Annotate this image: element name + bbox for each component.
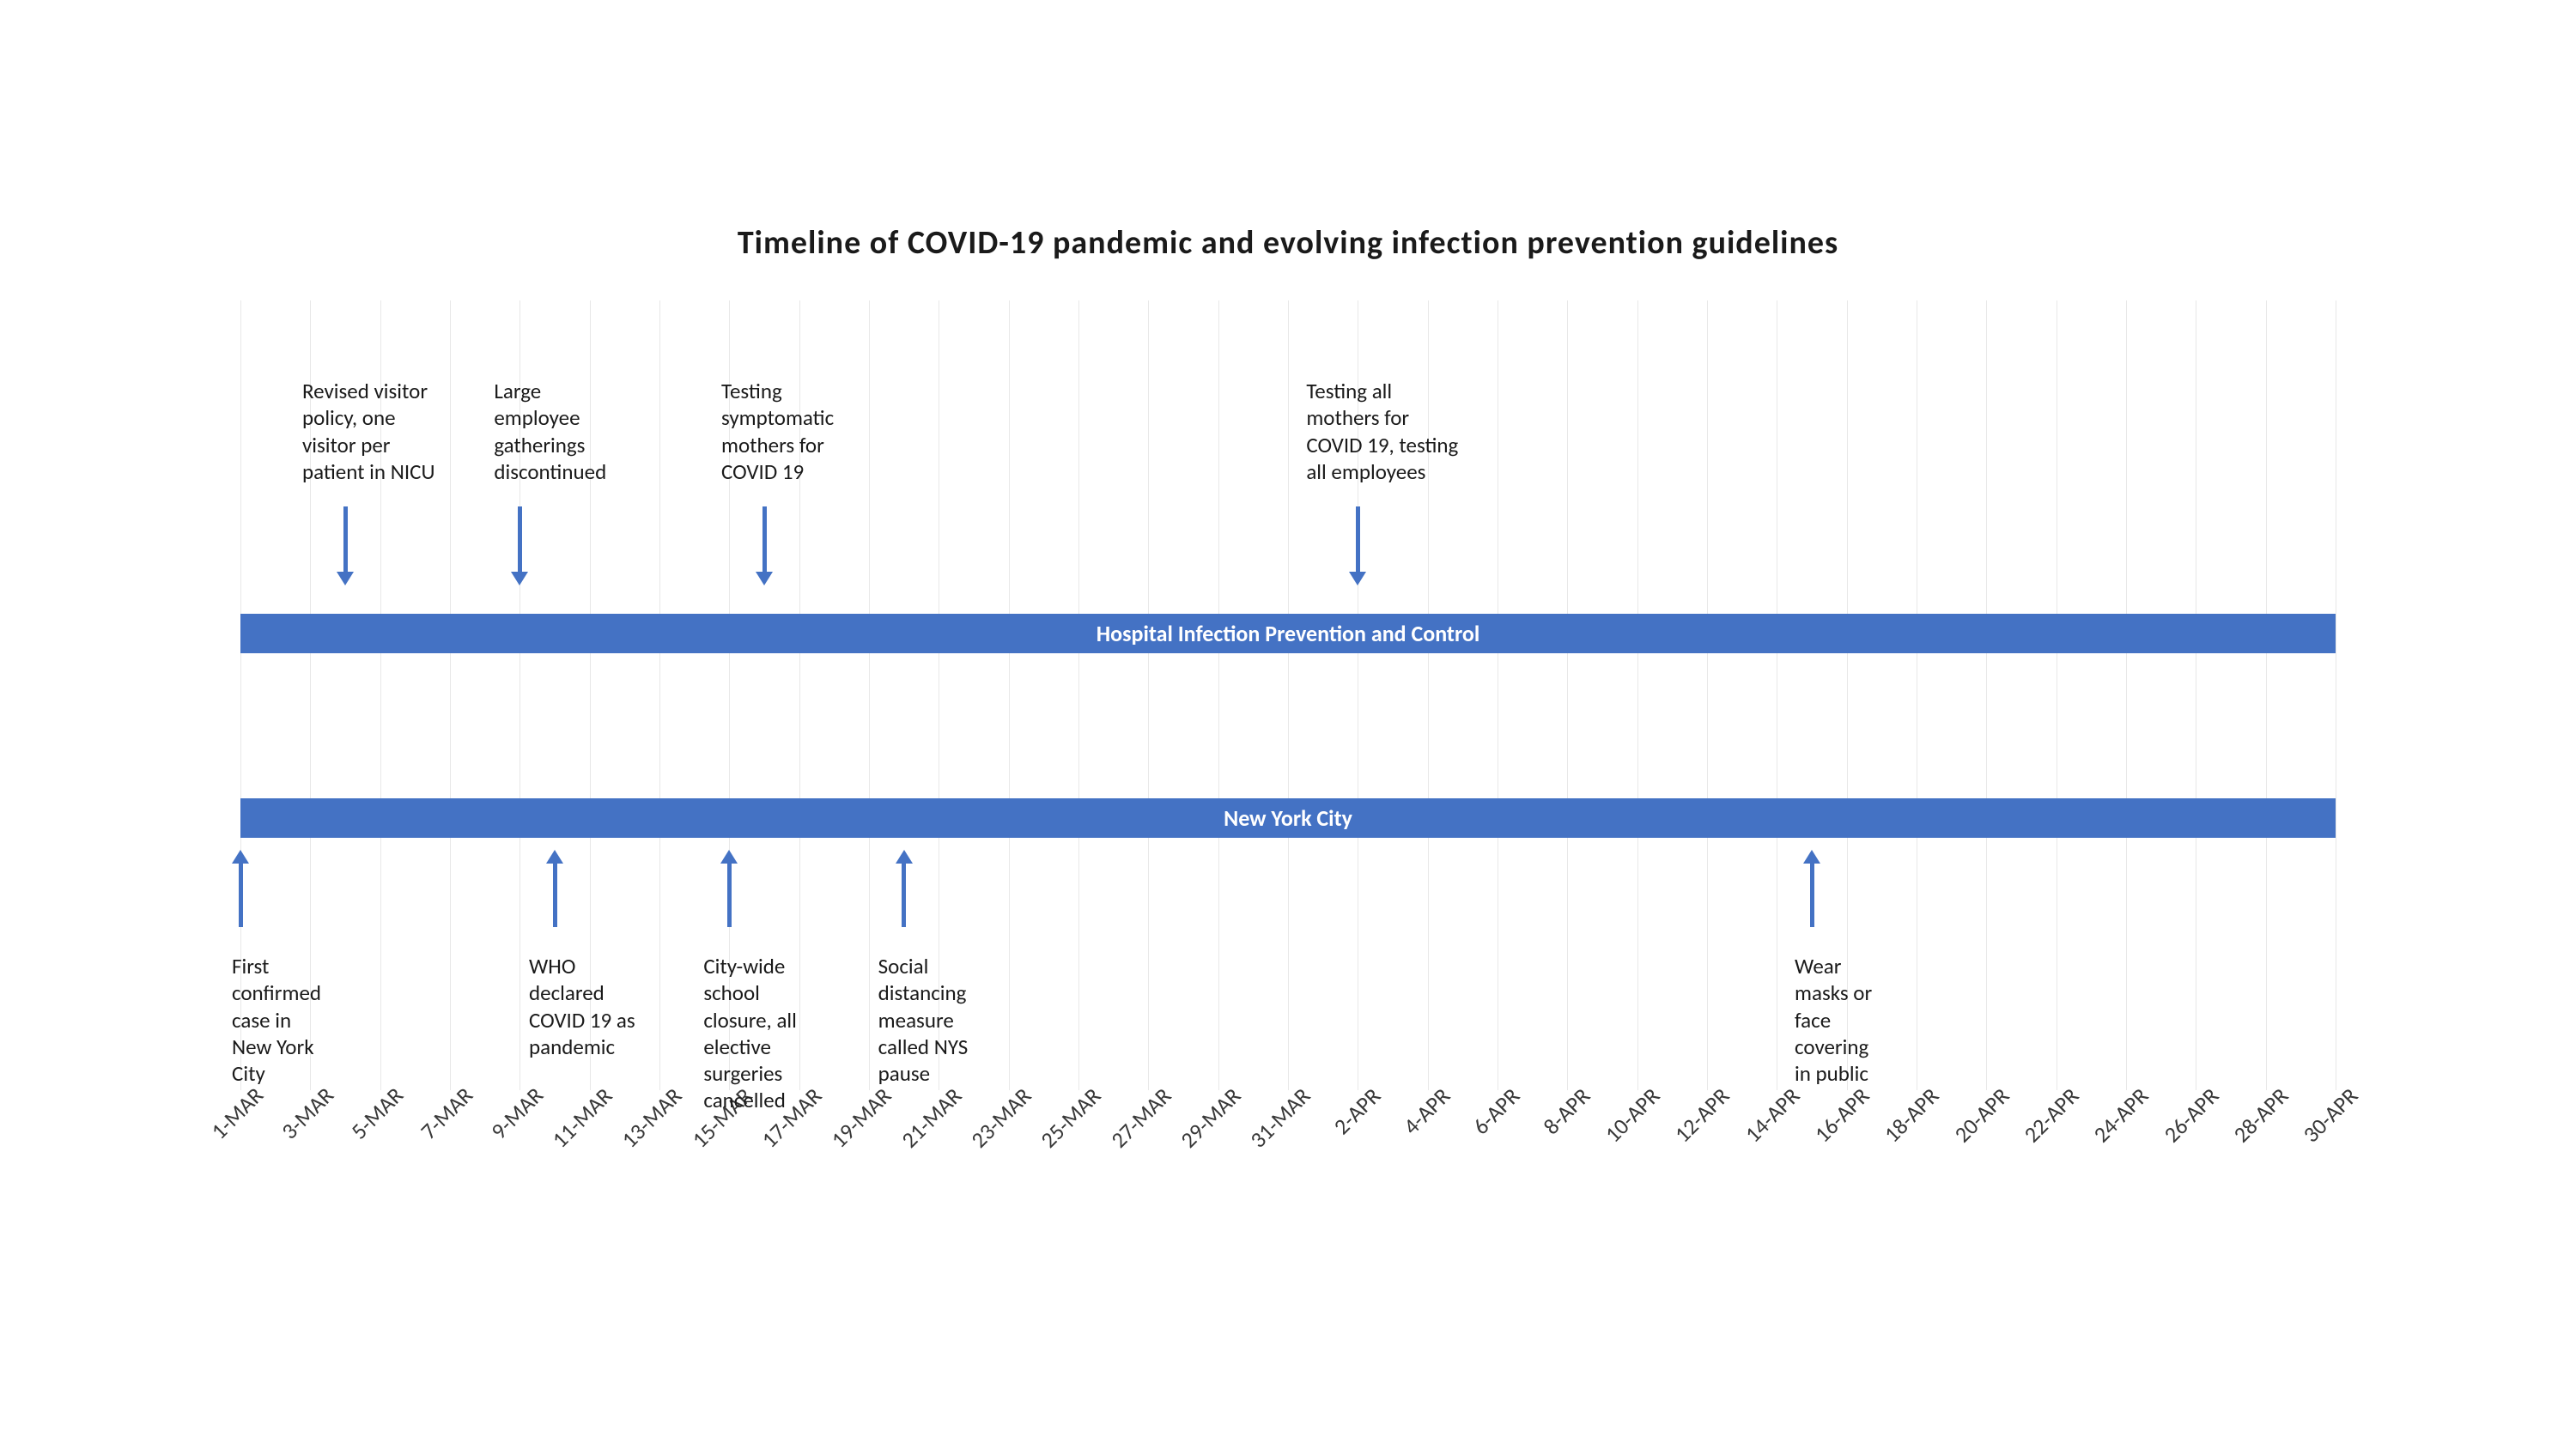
axis-tick-label: 24-APR xyxy=(2082,1082,2154,1153)
axis-tick-label: 28-APR xyxy=(2222,1082,2293,1153)
timeline-event-label: Wearmasks orfacecoveringin public xyxy=(1795,953,1932,1087)
axis-tick-label: 16-APR xyxy=(1803,1082,1874,1153)
axis-tick-label: 1-MAR xyxy=(205,1082,268,1144)
axis-tick-label: 6-APR xyxy=(1462,1082,1525,1144)
axis-tick-label: 31-MAR xyxy=(1244,1082,1315,1153)
axis-tick-label: 26-APR xyxy=(2153,1082,2224,1153)
timeline-event-label: Socialdistancingmeasurecalled NYSpause xyxy=(878,953,1033,1087)
axis-tick-label: 22-APR xyxy=(2013,1082,2084,1153)
timeline-event-label: Testing allmothers forCOVID 19, testinga… xyxy=(1306,378,1529,485)
chart-title: Timeline of COVID-19 pandemic and evolvi… xyxy=(240,223,2336,263)
axis-tick-label: 4-APR xyxy=(1393,1082,1455,1144)
axis-tick-label: 7-MAR xyxy=(415,1082,477,1144)
axis-tick-label: 20-APR xyxy=(1943,1082,2014,1153)
axis-tick-label: 9-MAR xyxy=(485,1082,548,1144)
timeline-chart: Timeline of COVID-19 pandemic and evolvi… xyxy=(240,223,2336,1219)
axis-tick-label: 27-MAR xyxy=(1105,1082,1176,1153)
axis-tick-label: 13-MAR xyxy=(616,1082,687,1153)
axis-tick-label: 10-APR xyxy=(1594,1082,1665,1153)
axis-tick-label: 30-APR xyxy=(2292,1082,2363,1153)
axis-tick-label: 8-APR xyxy=(1533,1082,1595,1144)
axis-tick-label: 5-MAR xyxy=(345,1082,408,1144)
gridline xyxy=(1567,300,1568,1090)
gridline xyxy=(1288,300,1289,1090)
timeline-event-label: Firstconfirmedcase inNew YorkCity xyxy=(232,953,386,1087)
axis-tick-label: 29-MAR xyxy=(1175,1082,1246,1153)
axis-tick-label: 14-APR xyxy=(1734,1082,1805,1153)
axis-tick-label: 2-APR xyxy=(1323,1082,1386,1144)
axis-tick-label: 12-APR xyxy=(1663,1082,1735,1153)
axis-tick-label: 11-MAR xyxy=(546,1082,617,1153)
axis-tick-label: 23-MAR xyxy=(965,1082,1036,1153)
gridline xyxy=(1637,300,1638,1090)
band-nyc: New York City xyxy=(240,798,2336,838)
axis-tick-label: 3-MAR xyxy=(276,1082,338,1144)
timeline-event-label: Largeemployeegatheringsdiscontinued xyxy=(494,378,665,485)
gridline xyxy=(1078,300,1079,1090)
gridline xyxy=(2126,300,2127,1090)
timeline-event-label: Testingsymptomaticmothers forCOVID 19 xyxy=(721,378,893,485)
timeline-event-label: Revised visitorpolicy, onevisitor perpat… xyxy=(302,378,491,485)
axis-tick-label: 21-MAR xyxy=(896,1082,967,1153)
timeline-event-label: City-wideschoolclosure, allelectivesurge… xyxy=(703,953,858,1114)
grid-area: 1-MAR3-MAR5-MAR7-MAR9-MAR11-MAR13-MAR15-… xyxy=(240,300,2336,1090)
gridline xyxy=(1148,300,1149,1090)
timeline-event-label: WHOdeclaredCOVID 19 aspandemic xyxy=(529,953,701,1060)
axis-tick-label: 18-APR xyxy=(1873,1082,1944,1153)
gridline xyxy=(1218,300,1219,1090)
band-hospital: Hospital Infection Prevention and Contro… xyxy=(240,614,2336,653)
gridline xyxy=(1707,300,1708,1090)
gridline xyxy=(2266,300,2267,1090)
axis-tick-label: 25-MAR xyxy=(1035,1082,1106,1153)
gridline xyxy=(1986,300,1987,1090)
